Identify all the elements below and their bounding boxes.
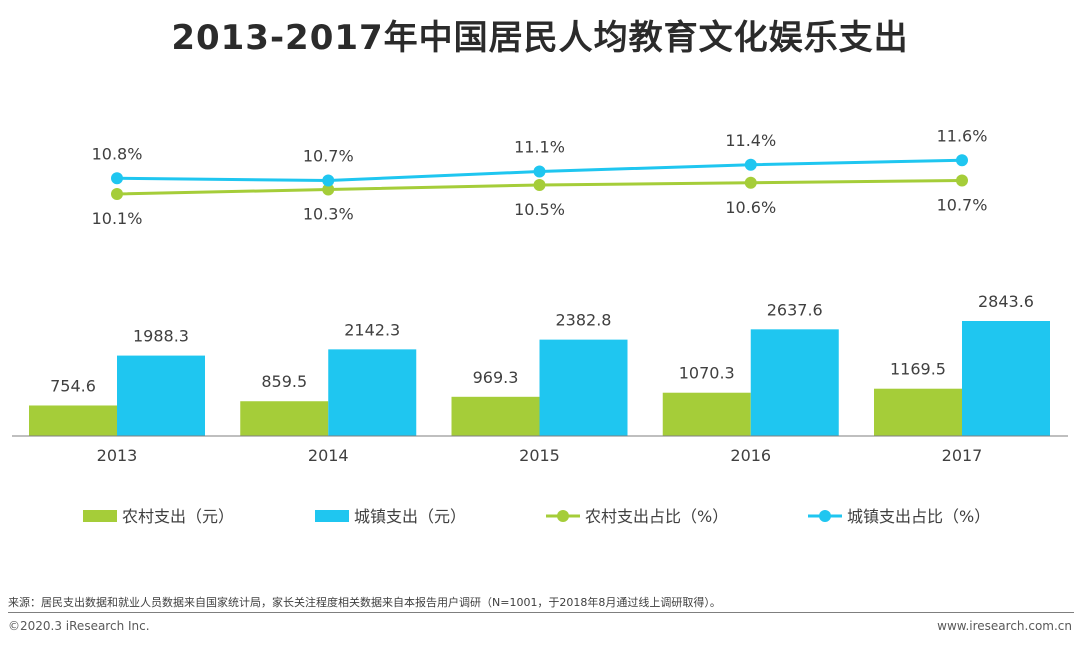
bars-layer: 754.6 1988.3 859.5 2142.3 969.3 2382.8 1070.3 2… xyxy=(29,292,1050,436)
bar-label-rural-2014: 859.5 xyxy=(261,372,307,391)
bar-urban-2017 xyxy=(962,321,1050,436)
chart-canvas: 754.6 1988.3 859.5 2142.3 969.3 2382.8 1070.3 2… xyxy=(12,126,1068,526)
line-point-rural-2014 xyxy=(322,183,335,196)
footer-divider xyxy=(8,612,1074,613)
x-tick-label-2015: 2015 xyxy=(519,446,560,465)
x-tick-label-2017: 2017 xyxy=(942,446,983,465)
line-point-rural-2017 xyxy=(956,174,968,187)
bar-urban-2016 xyxy=(750,329,839,436)
bar-label-rural-2017: 1169.5 xyxy=(890,360,946,379)
legend-rural-share-label: 农村支出占比（%） xyxy=(585,507,728,526)
line-label-rural-2016: 10.6% xyxy=(725,198,776,217)
copyright-text: ©2020.3 iResearch Inc. xyxy=(8,619,150,633)
x-tick-label-2016: 2016 xyxy=(730,446,771,465)
bar-label-rural-2016: 1070.3 xyxy=(679,364,735,383)
website-link[interactable]: www.iresearch.com.cn xyxy=(937,619,1072,633)
line-label-urban-2013: 10.8% xyxy=(92,144,143,163)
legend-urban-share-swatch-marker xyxy=(819,510,831,522)
x-axis-labels: 2013 2014 2015 2016 2017 xyxy=(97,446,983,465)
legend-urban-share-label: 城镇支出占比（%） xyxy=(847,507,990,526)
bar-rural-2017 xyxy=(874,388,962,436)
bar-label-urban-2014: 2142.3 xyxy=(344,320,400,339)
line-label-urban-2017: 11.6% xyxy=(937,126,988,145)
bar-label-urban-2015: 2382.8 xyxy=(556,311,612,330)
line-label-rural-2014: 10.3% xyxy=(303,205,354,224)
line-point-urban-2015 xyxy=(533,165,546,178)
bar-rural-2016 xyxy=(662,392,751,436)
bar-rural-2015 xyxy=(451,396,540,436)
line-point-rural-2015 xyxy=(533,179,546,191)
line-point-urban-2017 xyxy=(956,154,968,167)
line-label-urban-2016: 11.4% xyxy=(725,131,776,150)
bar-urban-2014 xyxy=(328,349,417,436)
bar-urban-2015 xyxy=(539,339,628,436)
line-label-urban-2015: 11.1% xyxy=(514,138,565,157)
bar-rural-2014 xyxy=(240,401,329,436)
line-point-rural-2013 xyxy=(111,188,123,200)
legend-urban-spending-swatch xyxy=(315,510,349,522)
line-point-urban-2016 xyxy=(744,158,757,171)
line-label-rural-2013: 10.1% xyxy=(92,209,143,228)
bar-rural-2013 xyxy=(29,405,117,436)
x-tick-label-2014: 2014 xyxy=(308,446,349,465)
chart-title: 2013-2017年中国居民人均教育文化娱乐支出 xyxy=(171,18,909,58)
line-label-rural-2015: 10.5% xyxy=(514,200,565,219)
lines-layer: 10.1% 10.3% 10.5% 10.6% 10.7% 10.8% 10.7% 11.1%… xyxy=(92,126,988,228)
bar-label-urban-2017: 2843.6 xyxy=(978,292,1034,311)
legend-rural-spending-swatch xyxy=(83,510,117,522)
x-tick-label-2013: 2013 xyxy=(97,446,138,465)
legend-rural-share-swatch-marker xyxy=(557,510,569,522)
line-label-urban-2014: 10.7% xyxy=(303,147,354,166)
bar-urban-2013 xyxy=(117,355,205,436)
bar-label-rural-2013: 754.6 xyxy=(50,376,96,395)
line-label-rural-2017: 10.7% xyxy=(937,196,988,215)
line-point-rural-2016 xyxy=(744,176,757,189)
legend: 农村支出（元） 城镇支出（元） 农村支出占比（%） 城镇支出占比（%） xyxy=(83,507,990,526)
bar-label-urban-2013: 1988.3 xyxy=(133,327,189,346)
bar-label-urban-2016: 2637.6 xyxy=(767,300,823,319)
line-point-urban-2014 xyxy=(322,174,335,187)
line-point-urban-2013 xyxy=(111,172,123,185)
bar-label-rural-2015: 969.3 xyxy=(473,368,519,387)
legend-rural-spending-label: 农村支出（元） xyxy=(122,507,234,526)
legend-urban-spending-label: 城镇支出（元） xyxy=(354,507,466,526)
source-note: 来源：居民支出数据和就业人员数据来自国家统计局，家长关注程度相关数据来自本报告用… xyxy=(8,596,721,609)
